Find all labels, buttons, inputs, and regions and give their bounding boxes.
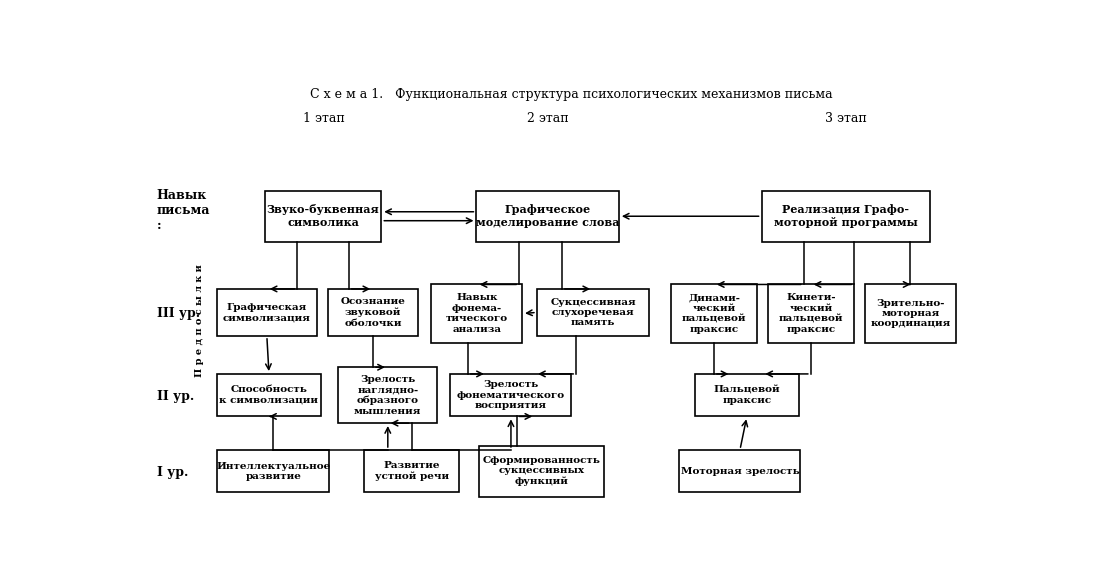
Text: II ур.: II ур.	[156, 390, 194, 403]
Text: Осознание
звуковой
оболочки: Осознание звуковой оболочки	[341, 297, 406, 328]
FancyBboxPatch shape	[476, 191, 619, 242]
Text: Сформированность
сукцессивных
функций: Сформированность сукцессивных функций	[483, 456, 601, 486]
FancyBboxPatch shape	[217, 374, 321, 417]
Text: П р е д п о с ы л к и: П р е д п о с ы л к и	[195, 264, 204, 376]
FancyBboxPatch shape	[450, 374, 571, 417]
Text: III ур.: III ур.	[156, 307, 200, 320]
Text: Зрелость
наглядно-
образного
мышления: Зрелость наглядно- образного мышления	[355, 375, 421, 415]
FancyBboxPatch shape	[679, 450, 801, 493]
Text: Сукцессивная
слухоречевая
память: Сукцессивная слухоречевая память	[550, 297, 636, 327]
Text: Навык
письма
:: Навык письма :	[156, 189, 210, 232]
Text: Графическое
моделирование слова: Графическое моделирование слова	[476, 205, 620, 228]
FancyBboxPatch shape	[865, 285, 956, 343]
FancyBboxPatch shape	[432, 285, 522, 343]
Text: 2 этап: 2 этап	[527, 113, 569, 125]
Text: Звуко-буквенная
символика: Звуко-буквенная символика	[266, 205, 379, 228]
FancyBboxPatch shape	[217, 450, 330, 493]
FancyBboxPatch shape	[217, 289, 317, 336]
FancyBboxPatch shape	[695, 374, 798, 417]
FancyBboxPatch shape	[671, 285, 757, 343]
Text: Пальцевой
праксис: Пальцевой праксис	[714, 385, 780, 405]
Text: Кинети-
ческий
пальцевой
праксис: Кинети- ческий пальцевой праксис	[778, 293, 843, 333]
FancyBboxPatch shape	[363, 450, 459, 493]
Text: С х е м а 1.   Функциональная структура психологических механизмов письма: С х е м а 1. Функциональная структура пс…	[310, 88, 833, 101]
Text: Моторная зрелость: Моторная зрелость	[680, 467, 799, 476]
FancyBboxPatch shape	[264, 191, 381, 242]
FancyBboxPatch shape	[479, 446, 604, 497]
FancyBboxPatch shape	[328, 289, 418, 336]
Text: Навык
фонема-
тического
анализа: Навык фонема- тического анализа	[446, 293, 507, 333]
Text: 1 этап: 1 этап	[302, 113, 345, 125]
Text: Реализация Графо-
моторной программы: Реализация Графо- моторной программы	[774, 205, 918, 228]
FancyBboxPatch shape	[536, 289, 649, 336]
Text: Способность
к символизации: Способность к символизации	[220, 385, 319, 405]
Text: Интеллектуальное
развитие: Интеллектуальное развитие	[216, 461, 330, 481]
FancyBboxPatch shape	[762, 191, 930, 242]
Text: Зрелость
фонематического
восприятия: Зрелость фонематического восприятия	[457, 381, 565, 410]
Text: Графическая
символизация: Графическая символизация	[223, 303, 311, 322]
Text: Развитие
устной речи: Развитие устной речи	[375, 461, 448, 481]
FancyBboxPatch shape	[767, 285, 854, 343]
Text: 3 этап: 3 этап	[825, 113, 867, 125]
Text: Зрительно-
моторная
координация: Зрительно- моторная координация	[871, 299, 951, 328]
Text: I ур.: I ур.	[156, 466, 188, 479]
Text: Динами-
ческий
пальцевой
праксис: Динами- ческий пальцевой праксис	[681, 293, 746, 333]
FancyBboxPatch shape	[338, 367, 437, 423]
